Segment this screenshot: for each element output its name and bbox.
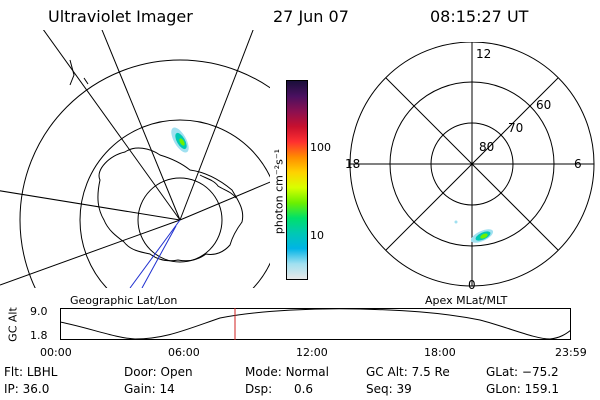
colorbar-tick-100: 100 xyxy=(310,141,331,154)
right-panel-caption: Apex MLat/MLT xyxy=(425,294,508,307)
continent-outline xyxy=(97,147,244,262)
island-outline xyxy=(69,59,75,86)
meridian-line xyxy=(179,181,270,221)
altitude-tick-high: 9.0 xyxy=(30,305,48,318)
satellite-track xyxy=(141,225,177,288)
mlt-label-6: 6 xyxy=(574,157,582,171)
peninsula-coastline xyxy=(199,174,237,199)
meridian-line xyxy=(0,190,181,221)
meridian-line xyxy=(0,219,181,286)
meridian-line xyxy=(101,30,181,221)
status-flt: Flt: LBHL xyxy=(4,365,58,379)
mlt-label-0: 0 xyxy=(468,278,476,292)
altitude-plot xyxy=(60,308,571,340)
time-tick-1: 06:00 xyxy=(168,346,200,359)
status-gc-alt: GC Alt: 7.5 Re xyxy=(366,365,450,379)
meridian-line xyxy=(42,30,181,221)
mlat-label-70: 70 xyxy=(508,121,523,135)
mlt-line-diagonal xyxy=(385,77,559,251)
altitude-axis-label: GC Alt xyxy=(6,307,20,342)
magnetic-polar-grid: 12 6 0 18 60 70 80 xyxy=(345,42,595,292)
aurora-emission-patch-mlt xyxy=(454,220,494,243)
status-gain: Gain: 14 xyxy=(124,382,175,396)
time-tick-3: 18:00 xyxy=(424,346,456,359)
colorbar xyxy=(286,80,308,280)
status-mode: Mode: Normal xyxy=(245,365,329,379)
mlat-label-80: 80 xyxy=(479,140,494,154)
lat-circle-middle xyxy=(79,119,270,288)
aurora-emission-patch xyxy=(171,127,189,153)
status-glat: GLat: −75.2 xyxy=(486,365,559,379)
mlt-label-12: 12 xyxy=(476,47,491,61)
lat-circle-inner xyxy=(137,177,223,263)
colorbar-unit-label: photon cm⁻²s⁻¹ xyxy=(272,148,286,235)
mlat-label-60: 60 xyxy=(536,98,551,112)
time-tick-4: 23:59 xyxy=(555,346,587,359)
colorbar-tick-10: 10 xyxy=(310,229,324,242)
instrument-title: Ultraviolet Imager xyxy=(48,7,193,26)
time-tick-2: 12:00 xyxy=(296,346,328,359)
lat-circle-outer xyxy=(19,59,270,288)
altitude-tick-low: 1.8 xyxy=(30,329,48,342)
left-panel-caption: Geographic Lat/Lon xyxy=(70,294,178,307)
satellite-track xyxy=(129,219,181,288)
status-seq: Seq: 39 xyxy=(366,382,412,396)
island-outline xyxy=(83,77,89,85)
status-ip: IP: 36.0 xyxy=(4,382,50,396)
status-dsp: Dsp: 0.6 xyxy=(245,382,314,396)
time-tick-0: 00:00 xyxy=(40,346,72,359)
meridian-line xyxy=(179,30,254,221)
time-label: 08:15:27 UT xyxy=(430,7,529,26)
status-door: Door: Open xyxy=(124,365,193,379)
status-glon: GLon: 159.1 xyxy=(486,382,559,396)
altitude-curve xyxy=(60,308,571,340)
date-label: 27 Jun 07 xyxy=(273,7,349,26)
mlt-label-18: 18 xyxy=(345,157,360,171)
geographic-map-panel xyxy=(0,30,270,288)
